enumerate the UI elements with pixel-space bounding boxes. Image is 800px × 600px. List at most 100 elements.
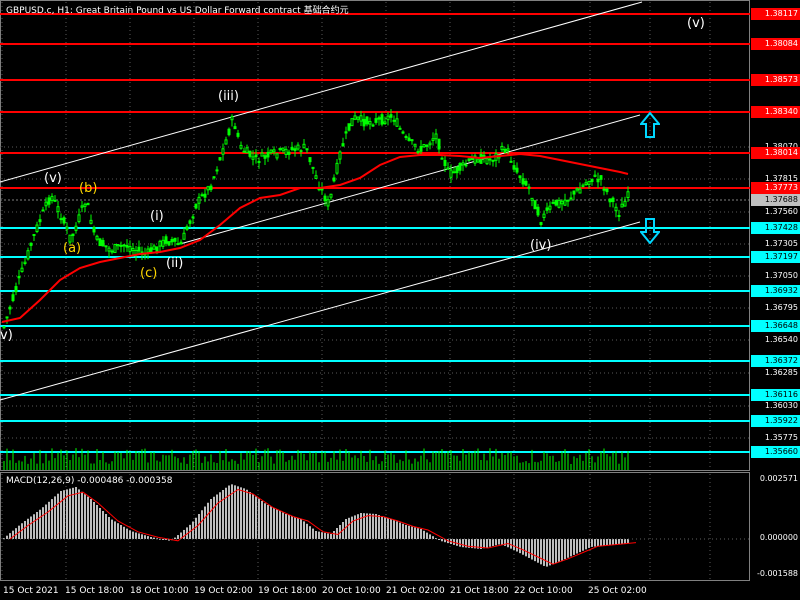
macd-histogram-bar xyxy=(618,539,620,545)
price-tick: 1.36540 xyxy=(764,335,798,344)
support-level-label: 1.36372 xyxy=(751,355,800,367)
candle-body xyxy=(212,176,216,179)
candle-body xyxy=(344,131,348,134)
macd-histogram-bar xyxy=(501,539,503,545)
macd-tick: -0.001588 xyxy=(756,569,798,578)
candle-body xyxy=(242,150,246,153)
macd-histogram-bar xyxy=(114,521,116,539)
candle-body xyxy=(41,209,45,212)
candle-body xyxy=(587,180,591,185)
macd-histogram-bar xyxy=(111,519,113,539)
candle-body xyxy=(575,188,579,191)
macd-histogram-bar xyxy=(471,539,473,549)
candle-body xyxy=(5,316,9,319)
candle-body xyxy=(326,199,330,207)
macd-histogram-bar xyxy=(420,529,422,539)
macd-histogram-bar xyxy=(129,530,131,539)
macd-histogram-bar xyxy=(21,523,23,539)
candle-body xyxy=(461,162,465,166)
macd-tick: 0.002571 xyxy=(759,474,798,483)
macd-histogram-bar xyxy=(486,539,488,548)
candle-body xyxy=(215,169,219,172)
macd-histogram-bar xyxy=(15,528,17,539)
candle-body xyxy=(2,326,6,329)
candle-body xyxy=(122,244,126,247)
candle-body xyxy=(422,143,426,148)
wave-label-b: (b) xyxy=(79,181,98,196)
candle-body xyxy=(599,175,603,180)
candle-body xyxy=(281,147,285,151)
macd-histogram-bar xyxy=(381,516,383,539)
macd-histogram-bar xyxy=(390,519,392,539)
candle-body xyxy=(80,205,84,208)
candle-body xyxy=(563,199,567,206)
macd-histogram-bar xyxy=(261,501,263,539)
macd-histogram-bar xyxy=(330,534,332,539)
candle-body xyxy=(320,188,324,191)
candle-body xyxy=(377,117,381,120)
candle-body xyxy=(512,165,516,170)
macd-histogram-bar xyxy=(90,499,92,539)
candle-body xyxy=(137,246,141,252)
time-label: 15 Oct 18:00 xyxy=(65,586,124,596)
candle-body xyxy=(611,197,615,202)
candle-body xyxy=(194,203,198,209)
macd-histogram-bar xyxy=(552,539,554,565)
candle-body xyxy=(218,157,222,161)
candle-body xyxy=(464,164,468,167)
macd-histogram-bar xyxy=(168,539,170,541)
candle-body xyxy=(104,245,108,248)
candle-body xyxy=(311,166,315,169)
candle-body xyxy=(191,216,195,219)
candle-body xyxy=(296,144,300,150)
candle-body xyxy=(488,158,492,161)
macd-histogram-bar xyxy=(531,539,533,560)
macd-histogram-bar xyxy=(378,515,380,539)
macd-signal-line xyxy=(9,488,637,565)
candle-body xyxy=(188,220,192,224)
macd-histogram-bar xyxy=(348,517,350,539)
candle-body xyxy=(230,116,234,121)
candle-body xyxy=(323,195,327,202)
macd-histogram-bar xyxy=(333,531,335,539)
macd-histogram-bar xyxy=(417,528,419,539)
candle-body xyxy=(131,247,135,252)
macd-histogram-bar xyxy=(456,539,458,546)
candle-body xyxy=(602,188,606,191)
current-price-label: 1.37688 xyxy=(751,194,800,206)
macd-histogram-bar xyxy=(234,485,236,539)
candle-body xyxy=(542,213,546,218)
candle-body xyxy=(389,114,393,118)
macd-histogram-bar xyxy=(474,539,476,549)
macd-histogram-bar xyxy=(597,539,599,547)
candle-body xyxy=(47,197,51,205)
candle-body xyxy=(101,240,105,247)
candle-body xyxy=(368,121,372,125)
candle-body xyxy=(404,135,408,138)
macd-histogram-bar xyxy=(33,514,35,539)
candle-body xyxy=(278,148,282,151)
macd-histogram-bar xyxy=(147,536,149,539)
macd-histogram-bar xyxy=(483,539,485,549)
candle-body xyxy=(365,116,369,125)
macd-histogram-bar xyxy=(387,518,389,539)
candle-body xyxy=(155,246,159,252)
macd-histogram-bar xyxy=(201,510,203,539)
candle-body xyxy=(260,152,264,157)
macd-histogram-bar xyxy=(231,484,233,539)
candle-body xyxy=(341,143,345,147)
macd-histogram-bar xyxy=(246,489,248,539)
macd-histogram-bar xyxy=(591,539,593,547)
macd-histogram-bar xyxy=(237,486,239,539)
moving-average-line xyxy=(1,152,629,323)
channel-line-upper xyxy=(0,1,643,183)
macd-histogram-bar xyxy=(123,526,125,539)
macd-histogram-bar xyxy=(345,519,347,539)
macd-histogram-bar xyxy=(612,539,614,545)
candle-body xyxy=(251,156,255,160)
candle-body xyxy=(221,148,225,155)
macd-histogram-bar xyxy=(327,533,329,539)
candle-body xyxy=(371,124,375,127)
